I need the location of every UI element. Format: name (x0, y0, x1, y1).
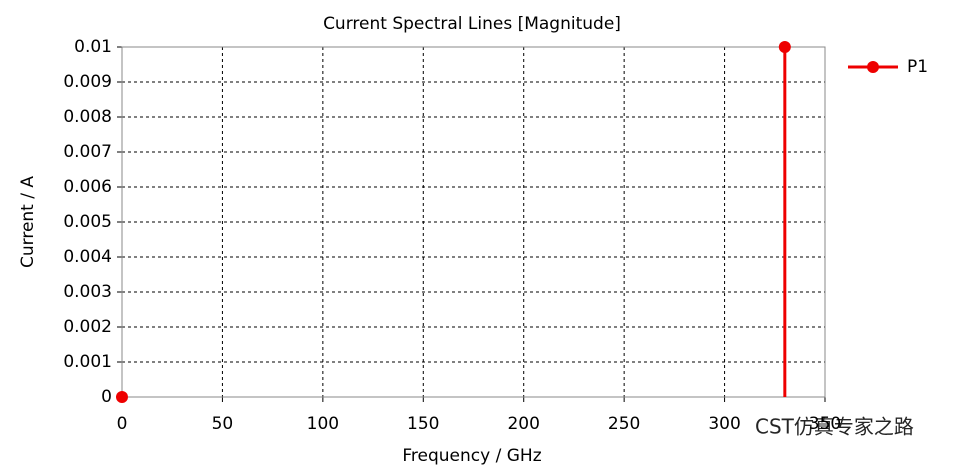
chart-title: Current Spectral Lines [Magnitude] (323, 14, 621, 34)
y-tick-label: 0.004 (63, 247, 112, 267)
x-tick-label: 350 (809, 414, 841, 434)
legend-marker (867, 61, 879, 73)
legend-label: P1 (907, 57, 928, 77)
y-tick-label: 0.008 (63, 107, 112, 127)
y-tick-label: 0.002 (63, 317, 112, 337)
y-axis-label: Current / A (18, 176, 38, 268)
x-tick-label: 150 (407, 414, 439, 434)
y-tick-label: 0.006 (63, 177, 112, 197)
y-tick-label: 0.01 (74, 37, 112, 57)
y-tick-label: 0.003 (63, 282, 112, 302)
x-tick-label: 250 (608, 414, 640, 434)
plot-frame (121, 46, 826, 398)
x-tick-label: 100 (307, 414, 339, 434)
y-tick-label: 0.001 (63, 352, 112, 372)
y-tick-label: 0.007 (63, 142, 112, 162)
x-tick-label: 200 (507, 414, 539, 434)
watermark: CST仿真专家之路 (755, 415, 914, 439)
y-tick-label: 0.009 (63, 72, 112, 92)
x-tick-label: 0 (117, 414, 128, 434)
x-axis-label: Frequency / GHz (402, 446, 541, 466)
stem-marker (778, 41, 791, 53)
y-tick-label: 0 (101, 387, 112, 407)
stem-marker (116, 391, 128, 403)
x-tick-label: 50 (212, 414, 234, 434)
x-tick-label: 300 (708, 414, 740, 434)
y-tick-label: 0.005 (63, 212, 112, 232)
